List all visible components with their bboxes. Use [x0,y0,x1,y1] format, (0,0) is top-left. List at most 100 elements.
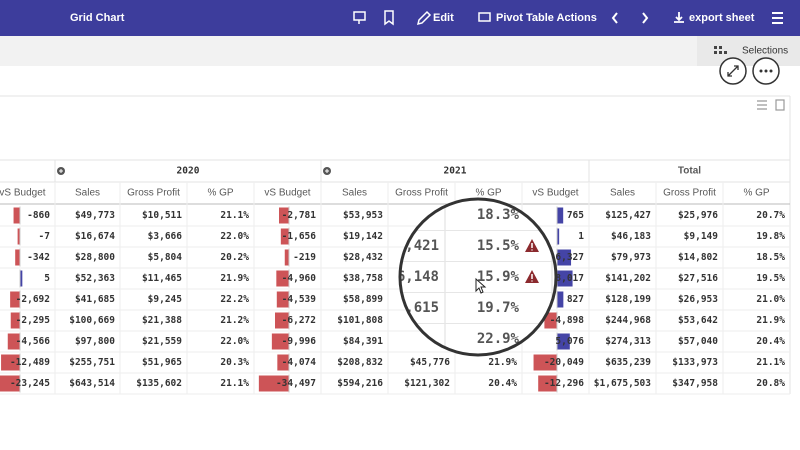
cell: $274,313 [605,336,651,347]
pivot-actions-button[interactable]: Pivot Table Actions [496,12,597,24]
cell: $594,216 [337,378,383,389]
cell: $28,432 [343,252,383,263]
magnified-cell: 15.9% [477,269,520,285]
export-button[interactable]: export sheet [689,12,755,24]
cell: 21.1% [220,378,249,389]
column-header: % GP [743,188,769,199]
budget-bar [15,249,20,266]
cell: 20.8% [756,378,785,389]
magnifier-content: 18.3% ,421 15.5% 6,148 15.9% ,615 19.7% 22.9% [400,199,556,355]
budget-bar [10,312,20,329]
prev-button[interactable] [611,12,618,24]
cell: $121,302 [404,378,450,389]
edit-icon[interactable] [416,10,432,26]
edit-button[interactable]: Edit [433,12,454,24]
cell: -4,960 [282,273,317,284]
budget-bar [544,312,557,329]
cell: $125,427 [605,210,651,221]
group-header: 2020 [177,166,200,177]
magnified-cell: ,615 [405,300,439,316]
cell: 21.9% [488,357,517,368]
group-header: 2021 [444,166,467,177]
cell: $53,642 [678,315,718,326]
cell: $133,973 [672,357,718,368]
mouse-cursor [475,277,487,294]
budget-bar [557,333,570,350]
budget-bar [276,270,289,287]
cell: 8,017 [555,273,584,284]
magnifier: 18.3% ,421 15.5% 6,148 15.9% ,615 19.7% 22.9% [398,197,558,357]
expand-toggle-icon [325,169,329,173]
next-button[interactable] [642,12,649,24]
list-icon[interactable] [757,100,767,110]
selections-label[interactable]: Selections [742,46,788,57]
cell: -4,539 [282,294,317,305]
cell: $3,666 [148,231,183,242]
magnified-cell: 15.5% [477,238,520,254]
cell: $25,976 [678,210,718,221]
cell: -1,656 [282,231,317,242]
cell: $14,802 [678,252,718,263]
cell: 19.5% [756,273,785,284]
pivot-icon[interactable] [478,12,491,22]
cell: $58,899 [343,294,383,305]
cell: $16,674 [75,231,115,242]
budget-bar [7,333,20,350]
budget-bar [276,291,289,308]
cell: $208,832 [337,357,383,368]
budget-bar [557,228,560,245]
cell: $19,142 [343,231,383,242]
magnified-cell: 18.3% [477,207,520,223]
cell: 21.9% [220,273,249,284]
budget-bar [557,270,573,287]
cell: $1,675,503 [594,378,651,389]
cell: $347,958 [672,378,718,389]
menu-button[interactable] [772,12,783,24]
cell: $21,388 [142,315,182,326]
cell: 6,327 [555,252,584,263]
export-data-icon[interactable] [775,99,785,111]
cell: $97,800 [75,336,115,347]
present-icon[interactable] [353,11,366,24]
cell: $51,965 [142,357,182,368]
cell: $84,391 [343,336,383,347]
cell: -6,272 [282,315,316,326]
bookmark-icon[interactable] [384,10,394,26]
cell: $41,685 [75,294,115,305]
column-header: % GP [207,188,233,199]
magnified-cell: 22.9% [477,331,520,347]
expand-toggle-icon [59,169,63,173]
expand-icon [727,65,739,77]
sheet-title: Grid Chart [70,12,125,24]
cell: $5,804 [148,252,183,263]
budget-bar [1,354,20,371]
budget-bar [533,354,557,371]
budget-bar [557,291,564,308]
budget-bar [20,270,23,287]
cell: $635,239 [605,357,651,368]
cell: 20.4% [488,378,517,389]
group-header: Total [678,166,701,177]
cell: 19.8% [756,231,785,242]
cell: 5 [44,273,50,284]
cell: -4,898 [550,315,585,326]
export-icon[interactable] [674,12,684,23]
cell: -2,781 [282,210,317,221]
budget-bar [17,228,20,245]
cell: $9,149 [684,231,719,242]
cell: 20.2% [220,252,249,263]
cell: -219 [293,252,316,263]
column-header: Gross Profit [395,188,448,199]
cell: -12,296 [544,378,584,389]
column-header: Sales [342,188,367,199]
cell: $101,808 [337,315,383,326]
column-header: vS Budget [264,188,310,199]
budget-bar [280,228,289,245]
cell: $100,669 [69,315,115,326]
cell: $244,968 [605,315,651,326]
budget-bar [277,354,289,371]
cell: 765 [567,210,584,221]
budget-bar [0,375,21,392]
budget-bar [10,291,20,308]
